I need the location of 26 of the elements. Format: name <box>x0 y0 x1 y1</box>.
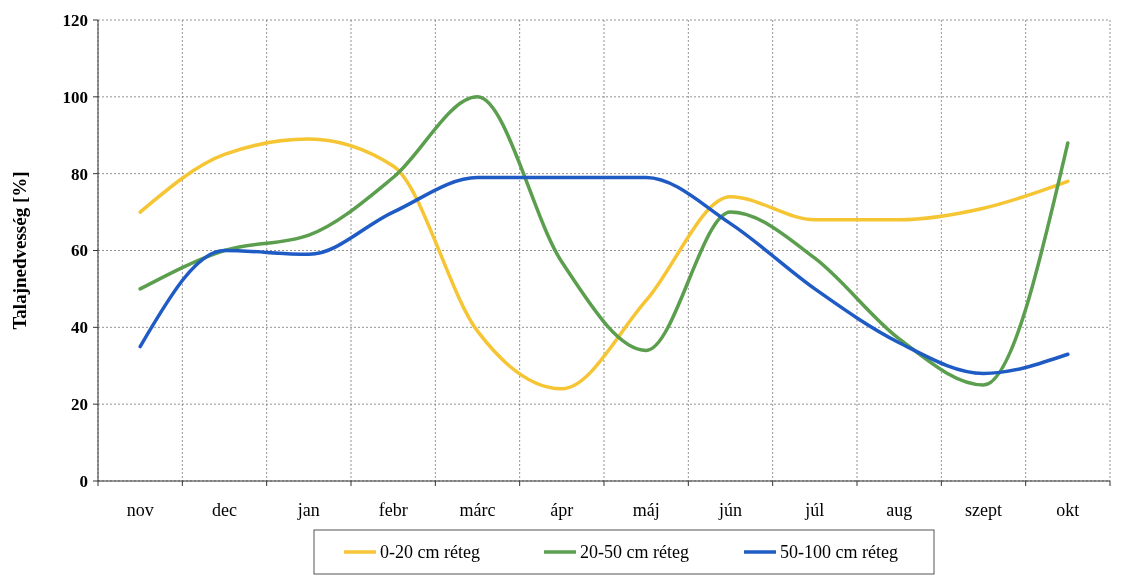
y-tick-label: 0 <box>79 471 88 491</box>
x-tick-label: júl <box>804 500 825 520</box>
y-tick-label: 120 <box>62 10 88 30</box>
legend-label: 0-20 cm réteg <box>380 542 480 563</box>
x-tick-label: márc <box>459 500 496 520</box>
line-series <box>138 95 1070 387</box>
x-tick-label: szept <box>965 500 1002 520</box>
line-series <box>138 175 1070 376</box>
x-tick-label: aug <box>886 500 913 520</box>
x-tick-label: nov <box>126 500 154 520</box>
legend-label: 50-100 cm réteg <box>780 542 898 563</box>
line-series <box>138 137 1070 391</box>
x-tick-label: jún <box>717 500 743 520</box>
y-axis-title: Talajnedvesség [%] <box>9 171 30 330</box>
y-tick-label: 100 <box>62 87 88 107</box>
x-tick-label: jan <box>296 500 320 520</box>
x-tick-label: febr <box>378 500 408 520</box>
y-tick-label: 20 <box>71 395 88 415</box>
x-tick-label: máj <box>632 500 660 520</box>
x-tick-label: dec <box>212 500 237 520</box>
y-tick-label: 80 <box>71 164 88 184</box>
x-tick-label: okt <box>1056 500 1080 520</box>
x-tick-label: ápr <box>550 500 574 520</box>
y-tick-label: 60 <box>71 241 88 261</box>
y-tick-label: 40 <box>71 318 88 338</box>
legend-label: 20-50 cm réteg <box>580 542 689 563</box>
